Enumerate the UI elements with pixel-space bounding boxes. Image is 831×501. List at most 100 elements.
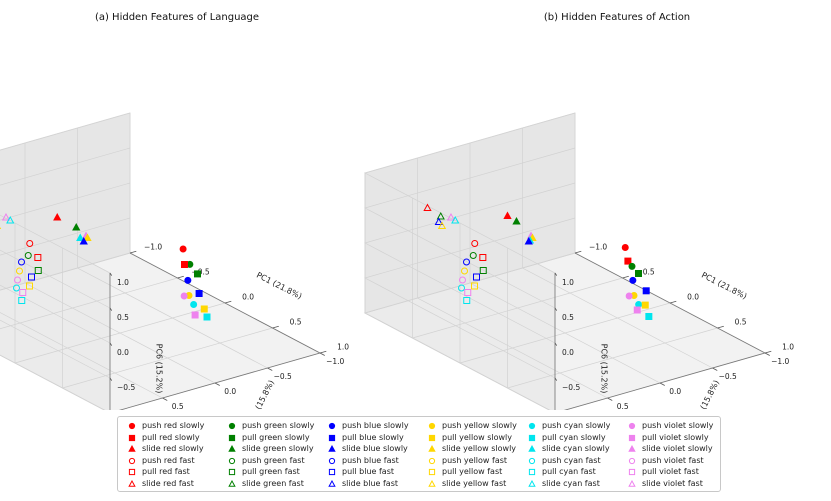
point-slide-red-slowly [53, 213, 62, 221]
y-tick-label: −0.5 [719, 372, 737, 381]
legend-marker-triangle [228, 444, 236, 452]
panel-language: (a) Hidden Features of Language −1.0 −0.5 0… [0, 12, 349, 410]
grid-line [522, 128, 713, 369]
x-tick-label: 1.0 [782, 342, 794, 351]
y-tick-label: 0.0 [669, 387, 681, 396]
legend-marker-square [328, 468, 336, 476]
data-points [0, 213, 211, 321]
legend-marker-triangle [428, 479, 436, 487]
legend-label: push green slowly [242, 421, 315, 430]
legend-label: slide red fast [142, 478, 194, 488]
legend-label: slide red slowly [142, 444, 204, 453]
legend-marker [428, 479, 436, 487]
point-push-blue-slowly [629, 276, 637, 284]
point-pull-blue-fast [28, 273, 35, 281]
point-push-blue-fast [463, 258, 470, 266]
grid-line [77, 128, 268, 369]
legend-label: push cyan slowly [542, 421, 611, 430]
point-pull-green-fast [479, 267, 487, 274]
z-tick [109, 272, 113, 276]
legend-marker [528, 479, 536, 487]
legend-marker [528, 468, 536, 476]
legend-marker-triangle [228, 479, 236, 487]
legend-marker-triangle [328, 479, 336, 487]
x-tick-label: −0.5 [636, 267, 654, 276]
z-tick-label: −0.5 [562, 383, 580, 392]
legend-marker [628, 468, 636, 476]
point-pull-cyan-fast [463, 297, 471, 304]
legend-label: pull blue fast [342, 467, 394, 476]
x-tick [622, 275, 629, 279]
legend-marker-triangle [128, 444, 136, 452]
point-pull-blue-slowly [642, 287, 650, 295]
legend-marker [528, 422, 536, 430]
x-tick-label: 0.5 [290, 317, 302, 326]
point-pull-red-fast [34, 254, 42, 261]
point-slide-green-slowly [512, 217, 521, 225]
legend-marker-triangle [628, 444, 636, 452]
legend-marker-circle [128, 422, 136, 430]
point-push-yellow-fast [461, 267, 468, 275]
legend-marker-square [328, 434, 336, 441]
legend-marker [228, 468, 236, 476]
point-push-blue-slowly [184, 276, 192, 284]
point-pull-cyan-slowly [645, 313, 653, 320]
y-tick-label: −1.0 [326, 357, 344, 366]
legend-label: pull red slowly [142, 432, 200, 442]
x-tick [717, 325, 724, 329]
legend-label: pull cyan slowly [542, 432, 606, 442]
legend-marker [128, 444, 136, 452]
point-push-green-slowly [628, 262, 636, 270]
legend-label: slide blue fast [342, 478, 399, 488]
legend-label: pull yellow fast [442, 467, 503, 476]
legend-label: pull violet slowly [642, 432, 709, 442]
y-tick-label: −0.5 [274, 372, 292, 381]
z-tick [554, 307, 558, 311]
point-pull-violet-slowly [191, 311, 199, 319]
point-pull-green-slowly [635, 270, 642, 277]
legend-marker-circle [328, 422, 336, 430]
legend-marker-circle [228, 422, 236, 430]
legend-label: pull green fast [242, 467, 300, 476]
y-tick [162, 397, 168, 401]
legend-marker [228, 479, 236, 487]
legend-label: push yellow fast [442, 455, 508, 465]
grid-line [0, 312, 163, 399]
y-tick-label: 0.5 [172, 402, 184, 410]
legend-marker [228, 444, 236, 452]
z-tick [109, 307, 113, 311]
legend-label: slide yellow slowly [442, 444, 517, 453]
legend-label: push blue fast [342, 455, 399, 465]
x-tick [319, 350, 327, 354]
legend-label: slide cyan fast [542, 478, 600, 488]
legend-marker-square [528, 468, 536, 476]
z-tick-label: 0.0 [117, 348, 129, 357]
x-tick [669, 300, 677, 304]
legend-marker [328, 444, 336, 452]
legend-marker [528, 434, 536, 441]
legend-label: slide cyan slowly [542, 444, 610, 453]
legend-marker-square [628, 468, 636, 476]
point-pull-yellow-slowly [641, 301, 649, 309]
point-push-red-slowly [621, 244, 629, 251]
chart-title: (b) Hidden Features of Action [544, 12, 690, 23]
legend-marker [628, 457, 636, 464]
grid-line [364, 112, 576, 274]
z-tick [109, 377, 113, 381]
x-tick-label: 1.0 [337, 342, 349, 351]
legend-label: push violet slowly [642, 421, 714, 430]
legend-label: slide violet fast [642, 478, 703, 488]
legend-marker-square [528, 434, 536, 441]
legend-marker [228, 457, 236, 464]
point-slide-violet-fast [1, 213, 11, 221]
point-push-red-slowly [179, 245, 187, 253]
legend-marker-circle [628, 422, 636, 430]
legend-marker [128, 479, 136, 487]
point-push-violet-slowly [180, 292, 188, 300]
tick-labels: −1.0−0.50.00.51.0−1.0−0.50.00.51.0−1.0−0… [562, 242, 794, 410]
y-tick-label: −1.0 [771, 357, 789, 366]
legend-label: pull red fast [142, 467, 190, 476]
legend-marker-circle [428, 422, 436, 430]
legend-marker [328, 457, 336, 464]
legend-marker [328, 479, 336, 487]
